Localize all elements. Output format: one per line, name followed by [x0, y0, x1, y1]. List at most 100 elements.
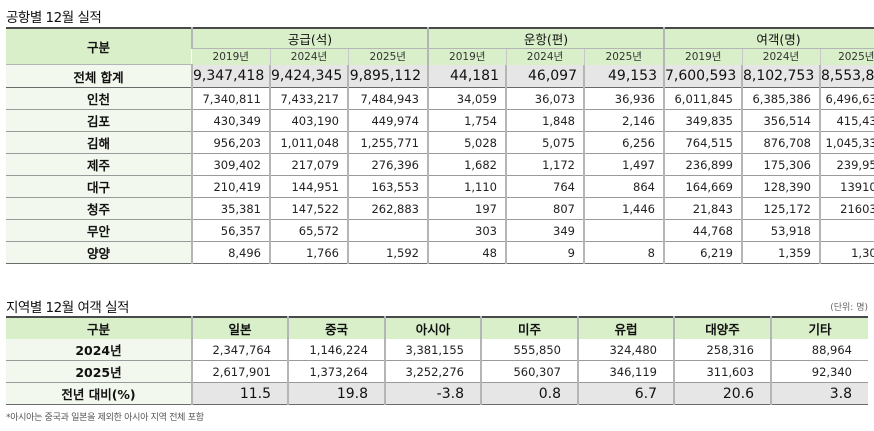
cell-value: 0.8 — [480, 382, 578, 405]
cell-value: 44,768 — [663, 219, 742, 242]
cell-value: 1,172 — [505, 153, 584, 176]
cell-value: 88,964 — [770, 339, 868, 361]
header-year: 2025년 — [583, 48, 664, 65]
cell-value: 36,936 — [583, 87, 664, 110]
cell-value: 9,424,345 — [269, 64, 348, 88]
header-group-supply: 공급(석) — [191, 28, 428, 49]
cell-value: 7,433,217 — [269, 87, 348, 110]
header-region: 일본 — [191, 317, 288, 339]
cell-value: 6,011,845 — [663, 87, 742, 110]
cell-value: 430,349 — [191, 109, 270, 132]
cell-value: 53,918 — [741, 219, 820, 242]
cell-value: 403,190 — [269, 109, 348, 132]
cell-value: 349,835 — [663, 109, 742, 132]
cell-value: 876,708 — [741, 131, 820, 154]
cell-value: 8,553,810 — [818, 64, 874, 88]
table-row: 양양 8,496 1,766 1,592 48 9 8 6,219 1,359 … — [6, 241, 874, 264]
cell-value: 44,181 — [427, 64, 506, 88]
cell-value: 1,110 — [427, 175, 506, 198]
row-label: 대구 — [6, 175, 192, 198]
cell-value: 5,075 — [505, 131, 584, 154]
row-label: 무안 — [6, 219, 192, 242]
cell-value: 555,850 — [480, 339, 578, 361]
cell-value: 163,553 — [347, 175, 428, 198]
table-row: 김해 956,203 1,011,048 1,255,771 5,028 5,0… — [6, 131, 874, 154]
cell-value: 128,390 — [741, 175, 820, 198]
cell-value: 9 — [505, 241, 584, 264]
cell-value: 415,431 — [818, 109, 874, 132]
cell-value: 8,102,753 — [741, 64, 820, 88]
cell-value: 125,172 — [741, 197, 820, 220]
airport-section-title: 공항별 12월 실적 — [6, 10, 102, 26]
header-group-flights: 운항(편) — [427, 28, 664, 49]
table-row: 2025년 2,617,901 1,373,264 3,252,276 560,… — [6, 360, 868, 383]
row-label: 김해 — [6, 131, 192, 154]
footnote: *아시아는 중국과 일본을 제외한 아시아 지역 전체 포함 — [6, 413, 204, 423]
cell-value: 1,373,264 — [287, 360, 385, 383]
table-header-row: 구분 일본 중국 아시아 미주 유럽 대양주 기타 — [6, 317, 868, 339]
cell-value: 144,951 — [269, 175, 348, 198]
cell-value: 1,592 — [347, 241, 428, 264]
cell-value: 764,515 — [663, 131, 742, 154]
header-year: 2025년 — [819, 48, 874, 65]
cell-value: 56,357 — [191, 219, 270, 242]
cell-value: 1,754 — [427, 109, 506, 132]
cell-value: 3,381,155 — [384, 339, 481, 361]
cell-value: 349 — [505, 219, 584, 242]
table-row: 제주 309,402 217,079 276,396 1,682 1,172 1… — [6, 153, 874, 176]
cell-value: 92,340 — [770, 360, 868, 383]
cell-value: 210,419 — [191, 175, 270, 198]
table-row-total: 전체 합계 9,347,418 9,424,345 9,895,112 44,1… — [6, 64, 874, 88]
cell-value: 1,766 — [269, 241, 348, 264]
header-year: 2024년 — [741, 48, 820, 65]
header-year: 2024년 — [505, 48, 584, 65]
cell-value: 19.8 — [287, 382, 385, 405]
cell-value: 65,572 — [269, 219, 348, 242]
table-row: 무안 56,357 65,572 303 349 44,768 53,918 — [6, 219, 874, 242]
cell-value: 1,497 — [583, 153, 664, 176]
table-row: 김포 430,349 403,190 449,974 1,754 1,848 2… — [6, 109, 874, 132]
cell-value: 864 — [583, 175, 664, 198]
row-label: 전체 합계 — [6, 64, 192, 88]
cell-value: 6,219 — [663, 241, 742, 264]
cell-value: 356,514 — [741, 109, 820, 132]
cell-value: 3,252,276 — [384, 360, 481, 383]
cell-value: 217,079 — [269, 153, 348, 176]
header-category: 구분 — [6, 317, 192, 339]
cell-value: 6,256 — [583, 131, 664, 154]
cell-value: 236,899 — [663, 153, 742, 176]
header-region: 대양주 — [673, 317, 771, 339]
row-label: 제주 — [6, 153, 192, 176]
cell-value: 8,496 — [191, 241, 270, 264]
cell-value: 7,340,811 — [191, 87, 270, 110]
cell-value: 560,307 — [480, 360, 578, 383]
row-label: 전년 대비(%) — [6, 382, 192, 405]
cell-value: 1,359 — [741, 241, 820, 264]
cell-value: 11.5 — [191, 382, 288, 405]
cell-value: 1,308 — [818, 241, 874, 264]
cell-value: 2,146 — [583, 109, 664, 132]
cell-value: 9,347,418 — [191, 64, 270, 88]
row-label: 2024년 — [6, 339, 192, 361]
row-label: 인천 — [6, 87, 192, 110]
cell-value: 175,306 — [741, 153, 820, 176]
cell-value: 197 — [427, 197, 506, 220]
cell-value: 216038 — [818, 197, 874, 220]
row-label: 2025년 — [6, 360, 192, 383]
header-region: 아시아 — [384, 317, 481, 339]
region-section-title: 지역별 12월 여객 실적 — [6, 300, 129, 316]
cell-value: 1,146,224 — [287, 339, 385, 361]
cell-value: 164,669 — [663, 175, 742, 198]
cell-value: 311,603 — [673, 360, 771, 383]
cell-value — [583, 219, 664, 242]
header-region: 중국 — [287, 317, 385, 339]
cell-value: 324,480 — [577, 339, 674, 361]
cell-value: 1,255,771 — [347, 131, 428, 154]
cell-value: 9,895,112 — [347, 64, 428, 88]
cell-value: 6,385,386 — [741, 87, 820, 110]
cell-value: 36,073 — [505, 87, 584, 110]
cell-value: 239,959 — [818, 153, 874, 176]
cell-value: 5,028 — [427, 131, 506, 154]
header-year: 2025년 — [347, 48, 428, 65]
cell-value: -3.8 — [384, 382, 481, 405]
